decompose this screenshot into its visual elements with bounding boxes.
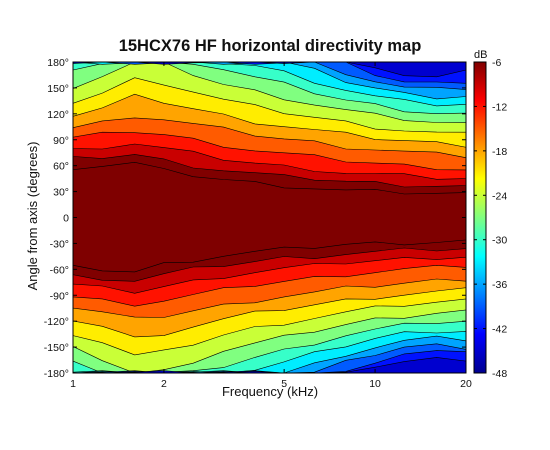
colorbar-tick-label: -12 [492,101,507,113]
colorbar-tick-label: -42 [492,324,507,336]
y-tick-label: 150° [47,83,69,95]
x-tick-label: 10 [369,378,381,390]
y-tick-label: -90° [50,290,69,302]
y-axis-label: Angle from axis (degrees) [25,142,40,291]
y-tick-label: -180° [44,368,69,380]
colorbar-tick-label: -6 [492,57,501,69]
x-tick-label: 20 [460,378,472,390]
y-tick-label: 120° [47,109,69,121]
y-tick-label: 0 [63,213,69,225]
x-axis-label: Frequency (kHz) [222,384,318,399]
colorbar-tick-label: -36 [492,279,507,291]
y-tick-label: -30° [50,238,69,250]
colorbar-tick-label: -24 [492,190,507,202]
y-tick-label: 90° [53,135,69,147]
colorbar-tick-label: -18 [492,146,507,158]
colorbar-tick-label: -30 [492,235,507,247]
colorbar: -6 -12 -18 -24 -30 -36 -42 -48 [473,57,507,380]
y-tick-label: -150° [44,342,69,354]
colorbar-unit: dB [474,49,487,61]
y-tick-label: 180° [47,57,69,69]
x-tick-label: 1 [70,378,76,390]
plot-area [72,61,467,374]
colorbar-gradient [473,61,487,374]
x-tick-label: 2 [161,378,167,390]
y-tick-label: 60° [53,161,69,173]
y-tick-label: 30° [53,187,69,199]
y-tick-label: -120° [44,316,69,328]
y-tick-label: -60° [50,264,69,276]
x-axis: 1 2 5 10 20 [70,62,472,390]
y-axis: 180° 150° 120° 90° 60° 30° 0 -30° -60° -90° -120° -… [44,57,466,380]
colorbar-tick-label: -48 [492,368,507,380]
chart-title: 15HCX76 HF horizontal directivity map [119,37,422,55]
x-tick-label: 5 [281,378,287,390]
